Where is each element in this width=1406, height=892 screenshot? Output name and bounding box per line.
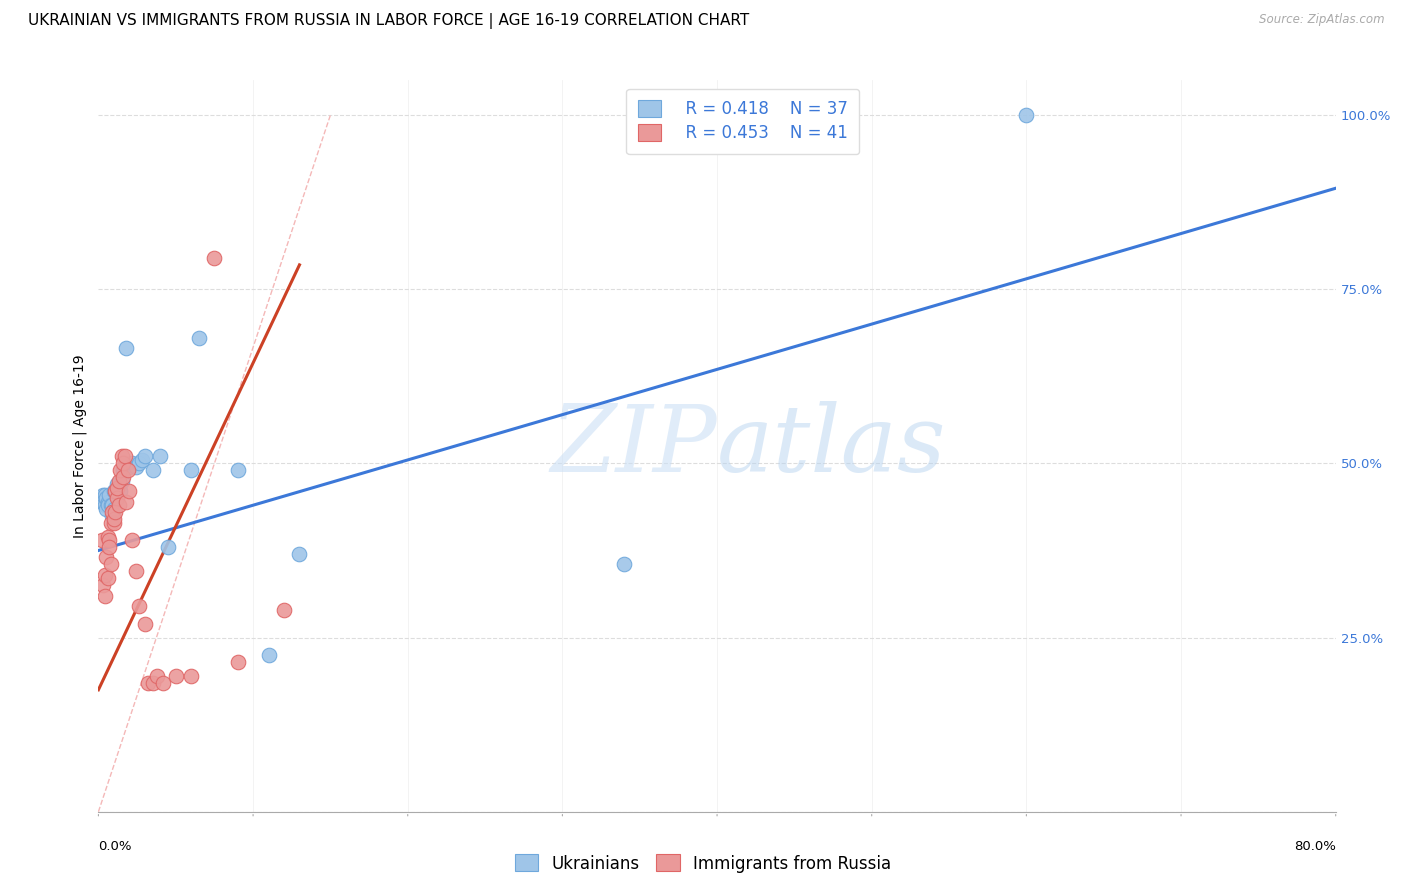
Text: 0.0%: 0.0% [98,839,132,853]
Point [180,669,202,683]
Point [613,558,636,572]
Point [108,463,131,477]
Point [117,463,139,477]
Text: 80.0%: 80.0% [1294,839,1336,853]
Point [103,484,125,499]
Legend: Ukrainians, Immigrants from Russia: Ukrainians, Immigrants from Russia [508,847,898,880]
Point [115,342,138,356]
Point [124,565,146,579]
Point [101,508,124,523]
Text: atlas: atlas [717,401,946,491]
Point [121,533,143,547]
Point [204,251,226,265]
Point [96,550,118,565]
Text: Source: ZipAtlas.com: Source: ZipAtlas.com [1260,13,1385,27]
Point [97,498,120,512]
Point [97,530,120,544]
Point [98,533,121,547]
Point [226,463,249,477]
Point [103,501,125,516]
Point [93,488,115,502]
Point [100,558,122,572]
Point [128,457,150,471]
Point [104,505,127,519]
Point [146,669,169,683]
Point [96,501,118,516]
Point [136,676,159,690]
Point [107,498,129,512]
Point [288,547,311,561]
Point [121,457,143,471]
Point [124,459,146,474]
Point [131,453,153,467]
Point [111,474,132,488]
Point [115,494,138,508]
Point [165,669,187,683]
Point [93,567,115,582]
Point [118,459,141,474]
Point [107,474,129,488]
Point [90,533,112,547]
Point [105,477,128,491]
Point [114,450,136,464]
Point [91,578,114,592]
Point [101,498,124,512]
Point [111,450,132,464]
Point [93,589,115,603]
Point [1015,108,1038,122]
Point [104,484,127,499]
Point [112,463,135,477]
Point [112,457,135,471]
Point [141,463,165,477]
Point [98,540,121,554]
Point [134,450,156,464]
Point [101,505,124,519]
Point [112,470,135,484]
Point [152,676,174,690]
Point [141,676,165,690]
Point [105,481,128,495]
Point [98,488,121,502]
Point [157,540,180,554]
Point [91,488,114,502]
Legend:   R = 0.418    N = 37,   R = 0.453    N = 41: R = 0.418 N = 37, R = 0.453 N = 41 [627,88,859,154]
Point [96,491,118,506]
Point [104,484,127,499]
Point [97,494,120,508]
Point [188,331,211,345]
Point [128,599,150,614]
Point [226,655,249,669]
Point [257,648,280,662]
Point [273,603,295,617]
Point [100,498,122,512]
Point [134,616,156,631]
Text: UKRAINIAN VS IMMIGRANTS FROM RUSSIA IN LABOR FORCE | AGE 16-19 CORRELATION CHART: UKRAINIAN VS IMMIGRANTS FROM RUSSIA IN L… [28,13,749,29]
Point [97,571,120,585]
Point [118,484,141,499]
Point [149,450,172,464]
Point [105,491,128,506]
Point [103,512,125,526]
Point [103,516,125,530]
Point [108,484,131,499]
Point [180,463,202,477]
Point [93,498,115,512]
Point [90,494,112,508]
Y-axis label: In Labor Force | Age 16-19: In Labor Force | Age 16-19 [73,354,87,538]
Point [107,481,129,495]
Point [100,516,122,530]
Text: ZIP: ZIP [550,401,717,491]
